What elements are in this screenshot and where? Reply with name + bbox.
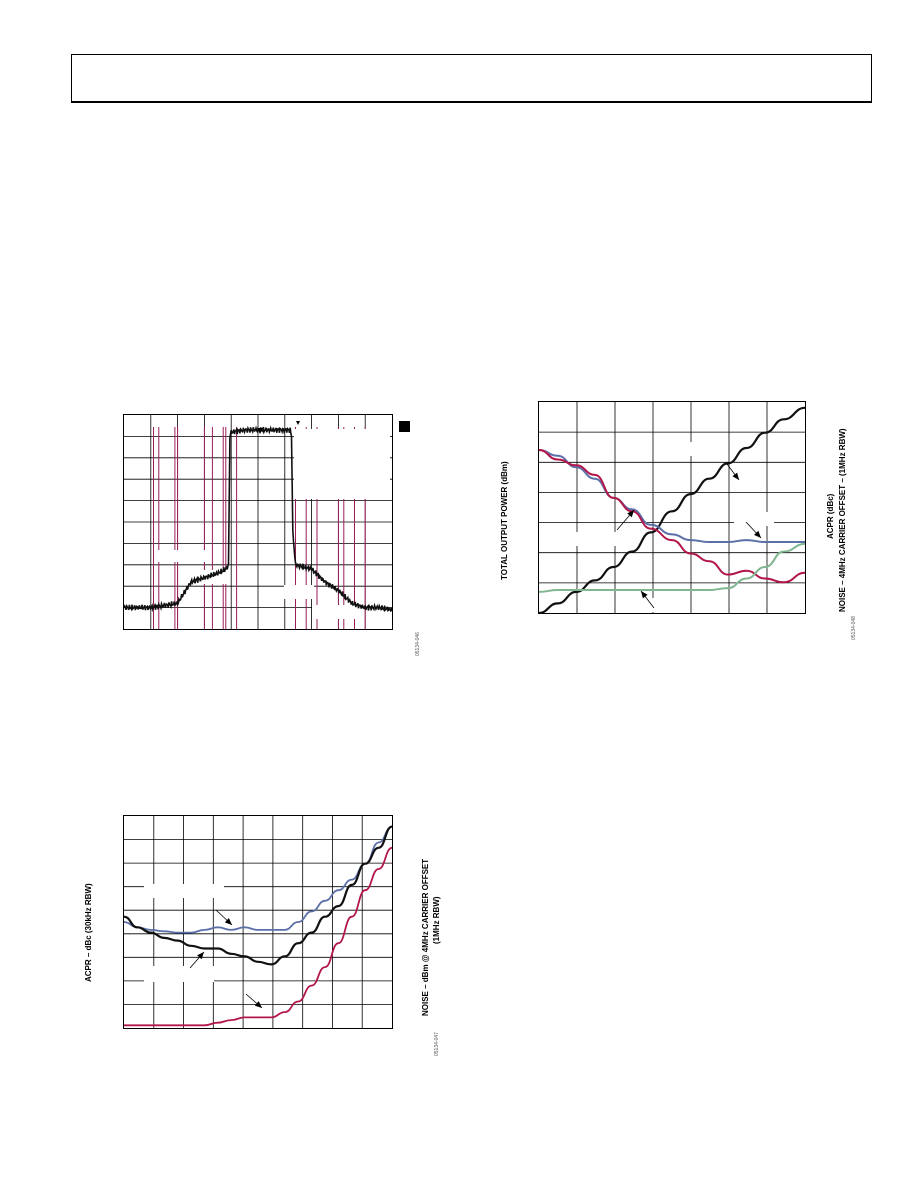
- acpr2-callout-arrow-head: [754, 530, 761, 538]
- acpr-callout-arrow-head: [627, 510, 634, 518]
- black-callout-arrow-head: [197, 952, 204, 960]
- blue-callout-arrow-head: [224, 918, 232, 925]
- power-sweep-ylabel: TOTAL OUTPUT POWER (dBm): [500, 461, 509, 580]
- power-sweep-ylabel-right-1: ACPR (dBc): [826, 493, 835, 539]
- ref-marker-icon: [296, 421, 300, 425]
- power-sweep-plot-svg: [538, 402, 806, 615]
- label-mask: [684, 442, 724, 456]
- figure-id-1: 05134-046: [415, 632, 421, 656]
- acpr-series-red: [124, 846, 393, 1027]
- power-series-green: [538, 542, 806, 593]
- label-mask: [284, 585, 314, 599]
- peak-marker-icon: [257, 428, 263, 434]
- figure-id-2: 05134-047: [434, 1032, 440, 1056]
- label-mask: [575, 532, 621, 546]
- page-header-box: [71, 54, 872, 103]
- acpr-series-black: [123, 825, 393, 966]
- label-mask: [627, 598, 667, 612]
- acpr-noise-ylabel-right-2: (1MHz RBW): [432, 896, 441, 944]
- acpr-noise-plot: [123, 815, 393, 1029]
- noise-callout-arrow-head: [641, 591, 648, 599]
- red-callout-arrow-head: [254, 1001, 262, 1008]
- spectrum-plot: [123, 414, 393, 630]
- label-mask: [144, 966, 214, 982]
- power-series-blue: [538, 449, 805, 543]
- power-series-black: [538, 406, 806, 615]
- label-mask: [154, 550, 209, 562]
- acpr-noise-plot-svg: [123, 816, 393, 1028]
- label-mask: [144, 884, 224, 898]
- label-mask: [734, 512, 774, 526]
- marker-info-mask: [294, 429, 390, 499]
- acpr-noise-ylabel: ACPR – dBc (30kHz RBW): [84, 883, 93, 982]
- marker-indicator-square: [399, 421, 410, 432]
- figure-id-3: 05134-048: [851, 616, 857, 640]
- spectrum-plot-svg: [123, 415, 393, 629]
- acpr-noise-ylabel-right-1: NOISE – dBm @ 4MHz CARRIER OFFSET: [421, 858, 430, 1016]
- acpr-series-blue: [123, 825, 393, 934]
- label-mask: [312, 605, 362, 619]
- power-sweep-plot: [538, 401, 806, 615]
- power-callout-arrow-head: [732, 472, 739, 480]
- power-sweep-ylabel-right-2: NOISE – 4MHz CARRIER OFFSET – (1MHz RBW): [838, 428, 847, 612]
- power-series-red: [538, 449, 806, 584]
